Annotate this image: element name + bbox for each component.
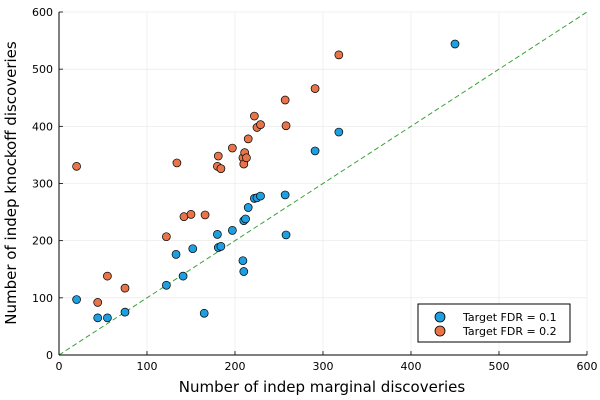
point-series-0-2 [103,313,112,323]
x-tick-label-300: 300 [313,360,334,373]
point-series-1-20 [256,120,265,129]
legend-marker-fdr-0.1 [434,311,446,323]
point-series-0-11 [216,242,226,251]
legend-label-fdr-0.1: Target FDR = 0.1 [462,311,557,324]
legend: Target FDR = 0.1 Target FDR = 0.2 [417,303,571,343]
x-tick-label-400: 400 [401,360,422,373]
point-series-1-1 [93,298,103,307]
y-tick-label-600: 600 [32,6,53,19]
data-points [72,39,460,323]
point-series-1-11 [216,164,226,173]
point-series-0-23 [310,146,320,156]
tick-labels: 0 100 200 300 400 500 600 0 100 200 300 400 500 600 [32,6,598,373]
x-tick-label-200: 200 [225,360,246,373]
y-tick-label-0: 0 [46,349,53,362]
y-tick-label-100: 100 [32,292,53,305]
point-series-0-5 [171,250,181,259]
legend-box [417,303,571,343]
x-tick-label-600: 600 [577,360,598,373]
point-series-0-12 [228,226,237,235]
point-series-0-6 [178,271,188,281]
y-tick-label-500: 500 [32,63,53,76]
point-series-0-0 [72,295,81,304]
axes [58,11,588,356]
x-tick-label-100: 100 [137,360,158,373]
reference-line-layer [58,11,588,356]
point-series-0-17 [243,203,253,212]
point-series-1-4 [162,232,171,242]
point-series-1-10 [213,151,223,161]
point-series-1-8 [200,210,210,220]
reference-diagonal-line [58,11,588,356]
y-axis-label: Number of indep knockoff discoveries [2,41,20,325]
point-series-1-23 [310,84,320,93]
point-series-0-4 [162,280,171,290]
point-series-1-5 [172,158,182,168]
y-tick-label-300: 300 [32,178,53,191]
point-series-0-24 [334,127,344,137]
point-series-0-8 [199,308,209,318]
point-series-0-9 [213,230,222,239]
point-series-1-22 [281,121,291,131]
x-axis-label: Number of indep marginal discoveries [179,378,466,396]
point-series-1-18 [250,111,259,121]
point-series-0-16 [241,214,250,224]
point-series-1-12 [228,143,237,153]
point-series-0-21 [280,190,290,200]
point-series-1-24 [334,50,344,60]
point-series-1-21 [280,95,290,105]
point-series-0-20 [256,191,265,201]
point-series-0-14 [239,267,249,276]
point-series-0-13 [238,256,248,266]
point-series-1-17 [243,134,253,144]
point-series-0-3 [120,307,130,317]
x-tick-label-0: 0 [56,360,63,373]
point-series-0-1 [93,313,103,323]
point-series-1-0 [72,162,81,171]
legend-marker-fdr-0.2 [434,325,446,337]
point-series-0-7 [188,244,198,254]
y-tick-label-400: 400 [32,120,53,133]
x-tick-label-500: 500 [489,360,510,373]
point-series-0-25 [450,39,460,49]
point-series-1-3 [120,283,130,293]
y-tick-label-200: 200 [32,235,53,248]
legend-label-fdr-0.2: Target FDR = 0.2 [462,325,557,338]
point-series-0-22 [281,230,291,240]
point-series-1-7 [186,210,196,219]
point-series-1-2 [103,271,112,281]
point-series-1-16 [242,153,251,163]
